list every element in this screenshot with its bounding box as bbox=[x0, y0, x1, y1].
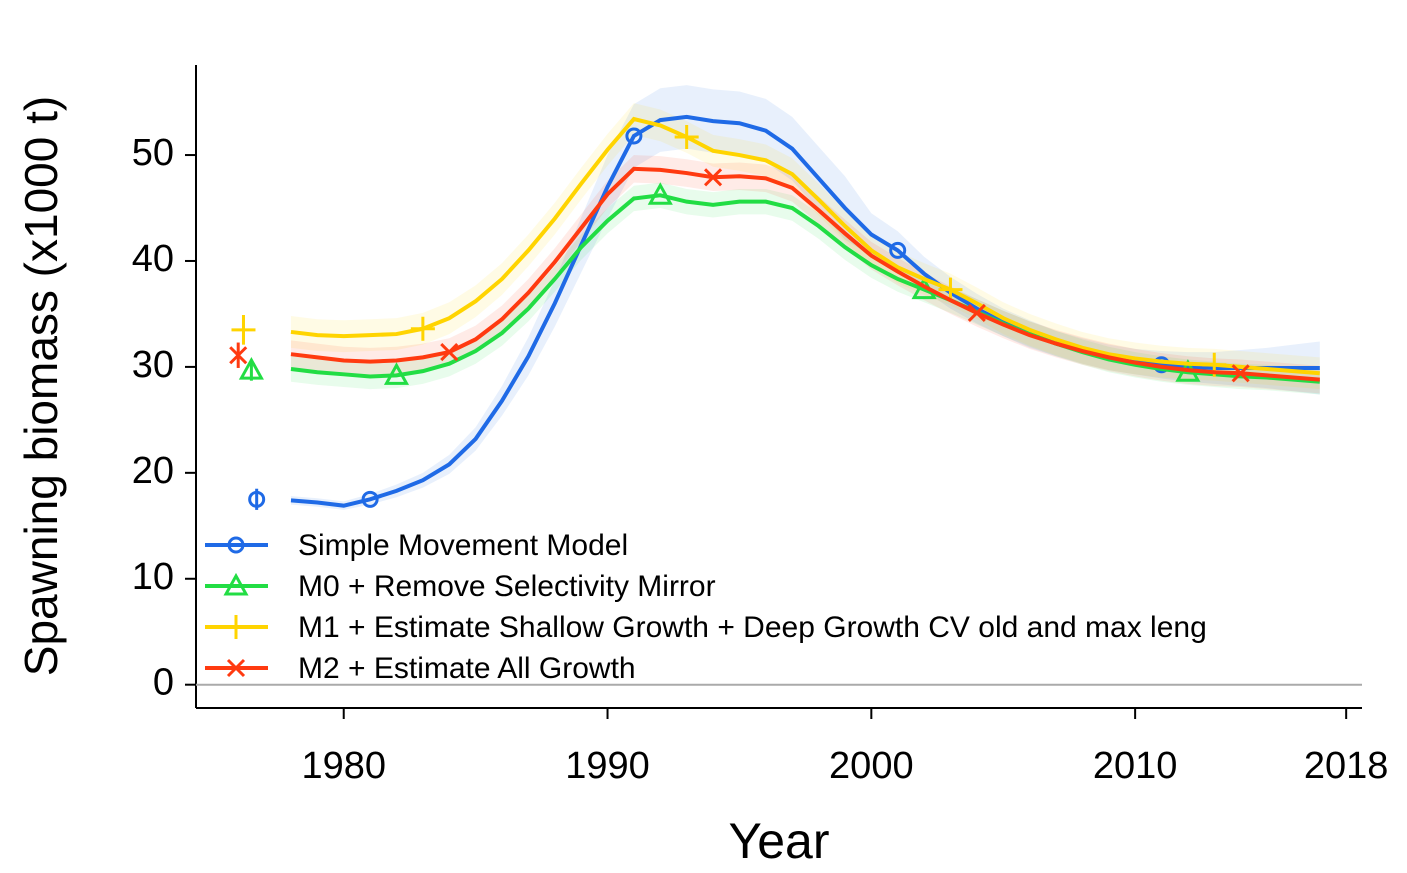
x-tick-label: 2010 bbox=[1093, 745, 1178, 787]
legend-marker bbox=[224, 615, 248, 639]
initial-marker bbox=[231, 317, 256, 342]
initial-marker bbox=[238, 356, 264, 380]
y-tick-label: 40 bbox=[132, 238, 174, 280]
y-tick-label: 50 bbox=[132, 132, 174, 174]
series-line bbox=[290, 166, 1320, 382]
initial-marker bbox=[248, 490, 266, 508]
legend-marker bbox=[227, 536, 245, 554]
x-tick-label: 1980 bbox=[301, 745, 386, 787]
legend-label: M1 + Estimate Shallow Growth + Deep Grow… bbox=[298, 611, 1207, 644]
initial-marker bbox=[229, 346, 248, 365]
legend-label: M2 + Estimate All Growth bbox=[298, 652, 636, 685]
y-tick-label: 10 bbox=[132, 556, 174, 598]
legend: Simple Movement Model M0 + Remove Selecti… bbox=[205, 529, 1207, 685]
x-tick-label: 2018 bbox=[1304, 745, 1389, 787]
plot-area bbox=[229, 85, 1320, 510]
legend-marker bbox=[223, 572, 249, 596]
point-marker bbox=[1231, 364, 1250, 383]
series-line bbox=[290, 116, 1320, 376]
point-marker bbox=[625, 127, 643, 145]
point-marker bbox=[967, 303, 986, 322]
point-marker bbox=[889, 241, 907, 259]
point-marker bbox=[647, 182, 673, 205]
series-line bbox=[290, 193, 1320, 384]
legend-label: M0 + Remove Selectivity Mirror bbox=[298, 570, 716, 603]
point-marker bbox=[674, 125, 699, 150]
x-tick-label: 2000 bbox=[829, 745, 914, 787]
point-marker bbox=[938, 277, 963, 302]
x-tick-label: 1990 bbox=[565, 745, 650, 787]
point-marker bbox=[703, 168, 723, 187]
x-axis-title: Year bbox=[728, 813, 829, 869]
y-tick-label: 30 bbox=[132, 344, 174, 386]
confidence-band bbox=[290, 155, 1320, 394]
point-marker bbox=[440, 343, 459, 362]
point-marker bbox=[410, 316, 435, 341]
y-axis-title: Spawning biomass (x1000 t) bbox=[15, 96, 67, 676]
legend-label: Simple Movement Model bbox=[298, 529, 628, 562]
legend-marker bbox=[226, 658, 246, 678]
y-tick-label: 20 bbox=[132, 450, 174, 492]
point-marker bbox=[383, 362, 410, 385]
y-tick-label: 0 bbox=[153, 662, 174, 704]
confidence-band bbox=[290, 85, 1320, 510]
point-marker bbox=[361, 490, 379, 508]
confidence-band bbox=[290, 103, 1320, 390]
